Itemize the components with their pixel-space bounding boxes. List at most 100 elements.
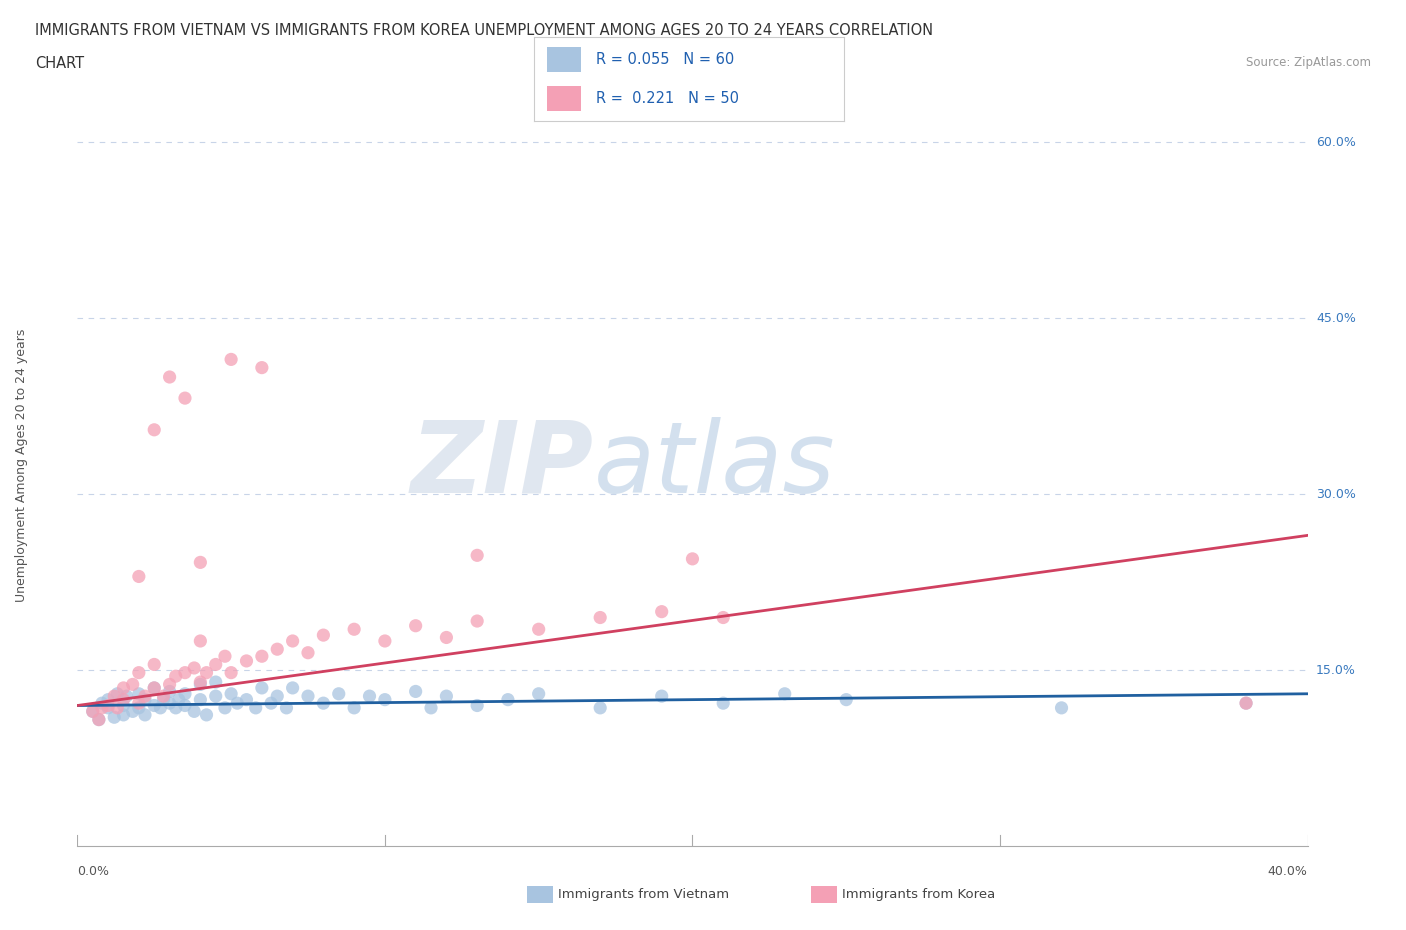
Point	[312, 696, 335, 711]
Point	[112, 708, 135, 723]
Point	[134, 689, 156, 704]
Text: IMMIGRANTS FROM VIETNAM VS IMMIGRANTS FROM KOREA UNEMPLOYMENT AMONG AGES 20 TO 2: IMMIGRANTS FROM VIETNAM VS IMMIGRANTS FR…	[35, 23, 934, 38]
Point	[183, 660, 205, 675]
Point	[589, 610, 612, 625]
Point	[134, 708, 156, 723]
Point	[103, 689, 125, 704]
Point	[266, 642, 288, 657]
Point	[773, 686, 796, 701]
Point	[112, 698, 135, 713]
Point	[682, 551, 704, 566]
Text: Immigrants from Vietnam: Immigrants from Vietnam	[558, 888, 730, 901]
Point	[188, 692, 212, 707]
Point	[188, 633, 212, 648]
Point	[188, 674, 212, 689]
Point	[143, 698, 166, 713]
Text: Unemployment Among Ages 20 to 24 years: Unemployment Among Ages 20 to 24 years	[15, 328, 28, 602]
Point	[527, 686, 550, 701]
Point	[235, 692, 257, 707]
Point	[143, 422, 166, 437]
Point	[235, 654, 257, 669]
Point	[188, 677, 212, 692]
Point	[527, 622, 550, 637]
Point	[97, 692, 120, 707]
Point	[297, 689, 319, 704]
Point	[112, 681, 135, 696]
Point	[226, 696, 249, 711]
Point	[250, 360, 273, 375]
Point	[174, 391, 197, 405]
Point	[420, 700, 443, 715]
Point	[87, 712, 110, 727]
Point	[835, 692, 858, 707]
Point	[159, 696, 181, 711]
Point	[195, 665, 218, 680]
Point	[143, 681, 166, 696]
Point	[245, 700, 267, 715]
Point	[174, 665, 197, 680]
Point	[152, 689, 174, 704]
Point	[589, 700, 612, 715]
Point	[105, 686, 128, 701]
Point	[1050, 700, 1073, 715]
Point	[465, 614, 488, 629]
Point	[97, 700, 120, 715]
Text: ZIP: ZIP	[411, 417, 595, 513]
Point	[90, 696, 114, 711]
Point	[651, 604, 673, 619]
Point	[143, 657, 166, 671]
Point	[711, 610, 734, 625]
Text: Immigrants from Korea: Immigrants from Korea	[842, 888, 995, 901]
Point	[105, 700, 128, 715]
Point	[250, 649, 273, 664]
Text: atlas: atlas	[595, 417, 835, 513]
Point	[651, 689, 673, 704]
Point	[149, 700, 172, 715]
Point	[276, 700, 298, 715]
Bar	[547, 47, 581, 73]
Point	[465, 548, 488, 563]
Point	[97, 698, 120, 713]
Point	[82, 704, 104, 719]
Point	[128, 686, 150, 701]
Point	[188, 555, 212, 570]
Text: 15.0%: 15.0%	[1316, 664, 1355, 677]
Text: Source: ZipAtlas.com: Source: ZipAtlas.com	[1246, 56, 1371, 69]
Point	[112, 692, 135, 707]
Point	[152, 692, 174, 707]
Point	[90, 700, 114, 715]
Point	[115, 689, 138, 704]
Point	[214, 700, 236, 715]
Point	[167, 692, 190, 707]
Text: 30.0%: 30.0%	[1316, 488, 1355, 501]
Text: 60.0%: 60.0%	[1316, 136, 1355, 149]
Point	[465, 698, 488, 713]
Point	[204, 689, 226, 704]
Point	[266, 689, 288, 704]
Text: R =  0.221   N = 50: R = 0.221 N = 50	[596, 91, 740, 106]
Point	[204, 674, 226, 689]
Point	[128, 700, 150, 715]
Point	[250, 681, 273, 696]
Point	[436, 689, 458, 704]
Point	[174, 686, 197, 701]
Point	[165, 669, 187, 684]
Point	[204, 657, 226, 671]
Point	[183, 704, 205, 719]
Point	[343, 622, 366, 637]
Point	[281, 633, 304, 648]
Point	[82, 704, 104, 719]
Point	[374, 692, 396, 707]
Point	[328, 686, 350, 701]
Point	[214, 649, 236, 664]
Point	[219, 665, 242, 680]
Point	[103, 710, 125, 724]
Point	[359, 689, 381, 704]
Point	[1234, 696, 1257, 711]
Point	[297, 645, 319, 660]
Point	[121, 677, 143, 692]
Point	[343, 700, 366, 715]
Point	[143, 681, 166, 696]
Point	[1234, 696, 1257, 711]
Point	[159, 684, 181, 698]
